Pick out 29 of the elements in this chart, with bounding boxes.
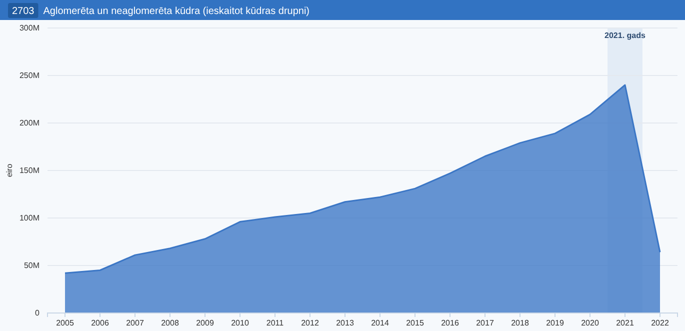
y-tick-label: 200M [19, 118, 40, 128]
x-tick-label: 2021 [616, 318, 634, 328]
x-tick-label: 2011 [266, 318, 284, 328]
y-tick-label: 0 [35, 308, 40, 318]
x-tick-label: 2006 [91, 318, 110, 328]
y-tick-label: 100M [19, 214, 40, 223]
x-tick-label: 2008 [161, 318, 180, 328]
x-tick-label: 2012 [301, 318, 320, 328]
y-axis-title: eiro [5, 163, 14, 178]
y-tick-label: 300M [19, 24, 40, 33]
chart-subtitle: 2703 [12, 6, 35, 17]
x-tick-label: 2013 [336, 318, 354, 328]
x-tick-label: 2018 [511, 318, 530, 328]
x-tick-label: 2022 [651, 318, 670, 328]
band-label: 2021. gads [604, 31, 646, 40]
x-tick-label: 2015 [406, 318, 424, 328]
x-tick-label: 2017 [476, 318, 494, 328]
x-tick-label: 2005 [56, 318, 74, 328]
x-tick-label: 2016 [441, 318, 460, 328]
chart-title: Aglomerēta un neaglomerēta kūdra (ieskaitot kūdras drupni) [43, 6, 310, 17]
x-tick-label: 2019 [546, 318, 564, 328]
x-tick-label: 2009 [196, 318, 214, 328]
x-tick-label: 2014 [371, 318, 390, 328]
x-tick-label: 2010 [231, 318, 250, 328]
x-tick-label: 2007 [126, 318, 144, 328]
y-tick-label: 250M [19, 71, 40, 80]
y-tick-label: 150M [19, 166, 40, 176]
x-tick-label: 2020 [581, 318, 600, 328]
y-tick-label: 50M [24, 261, 40, 270]
